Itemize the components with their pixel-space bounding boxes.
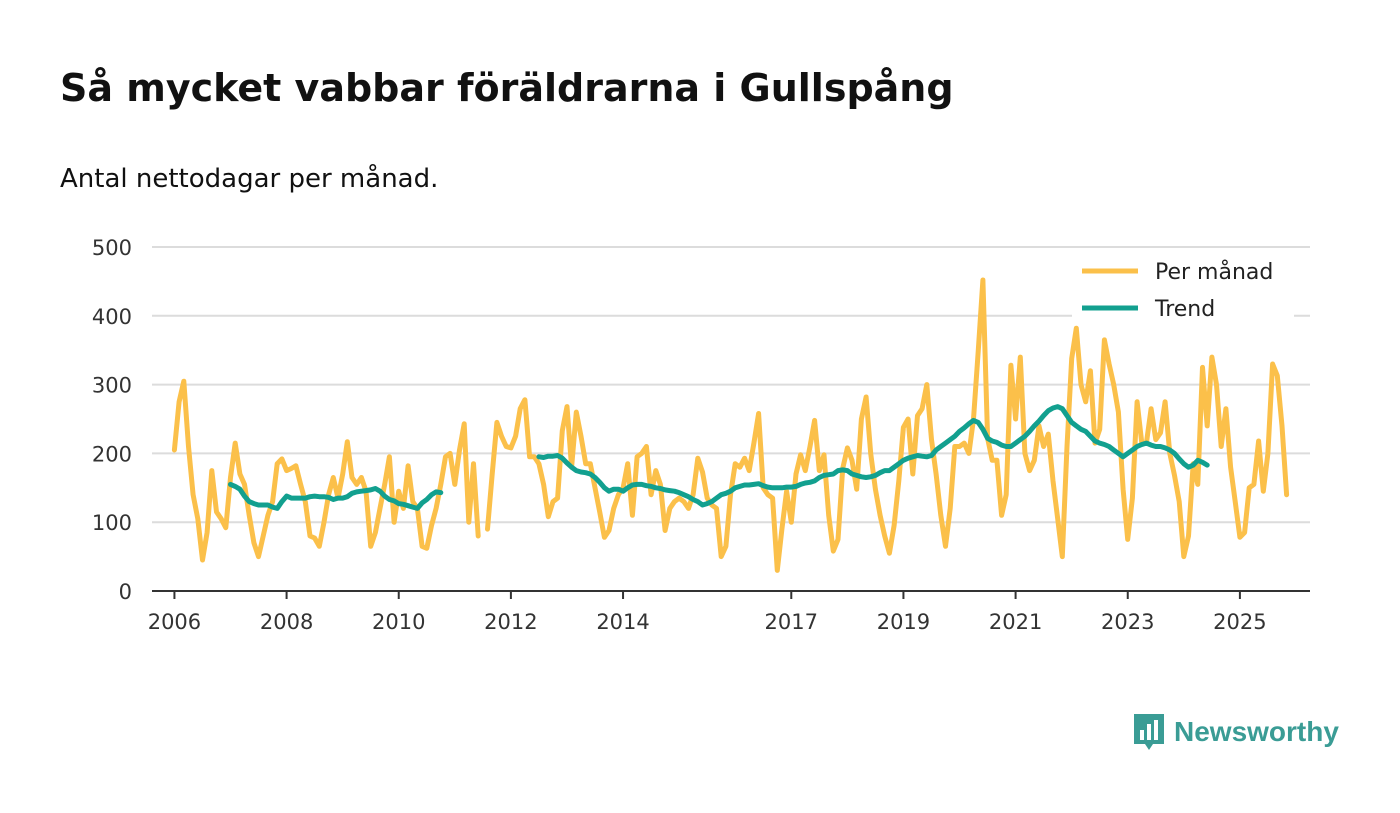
brand-name: Newsworthy: [1174, 716, 1339, 747]
x-tick-label: 2006: [148, 610, 201, 634]
legend: Per månad Trend: [1072, 252, 1294, 322]
series-lines: [171, 277, 1290, 573]
legend-label: Trend: [1154, 297, 1215, 322]
brand-logo: Newsworthy: [1132, 712, 1339, 752]
x-tick-label: 2023: [1101, 610, 1154, 634]
series-line-trend: [228, 404, 1210, 511]
y-tick-label: 300: [92, 374, 132, 398]
x-tick-label: 2019: [877, 610, 930, 634]
y-tick-label: 400: [92, 305, 132, 329]
y-axis-ticks: 0 100 200 300 400 500: [92, 236, 132, 604]
y-tick-label: 100: [92, 511, 132, 535]
y-tick-label: 200: [92, 442, 132, 466]
x-tick-label: 2021: [989, 610, 1042, 634]
series-line-per-manad: [171, 277, 1290, 573]
x-tick-label: 2017: [765, 610, 818, 634]
x-tick-label: 2012: [484, 610, 537, 634]
x-tick-label: 2014: [596, 610, 649, 634]
newsworthy-logo-icon: [1134, 714, 1164, 750]
x-axis-ticks: 2006 2008 2010 2012 2014 2017 2019 2021 2023 2025: [148, 591, 1267, 634]
x-tick-label: 2010: [372, 610, 425, 634]
legend-label: Per månad: [1155, 259, 1273, 285]
y-tick-label: 500: [92, 236, 132, 260]
y-tick-label: 0: [119, 580, 132, 604]
chart-title: Så mycket vabbar föräldrarna i Gullspång: [60, 66, 954, 110]
x-tick-label: 2025: [1213, 610, 1266, 634]
x-tick-label: 2008: [260, 610, 313, 634]
chart-subtitle: Antal nettodagar per månad.: [60, 164, 439, 194]
